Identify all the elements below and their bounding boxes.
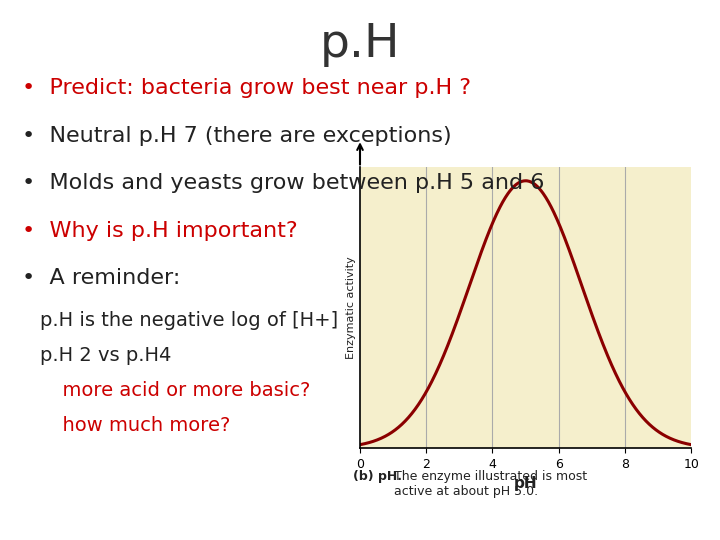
- Text: •  Why is p.H important?: • Why is p.H important?: [22, 221, 297, 241]
- Text: •  Predict: bacteria grow best near p.H ?: • Predict: bacteria grow best near p.H ?: [22, 78, 471, 98]
- Y-axis label: Enzymatic activity: Enzymatic activity: [346, 256, 356, 359]
- Text: p.H is the negative log of [H+]: p.H is the negative log of [H+]: [40, 310, 338, 329]
- Text: •  Molds and yeasts grow between p.H 5 and 6: • Molds and yeasts grow between p.H 5 an…: [22, 173, 544, 193]
- Text: p.H: p.H: [320, 22, 400, 66]
- Text: how much more?: how much more?: [50, 416, 231, 435]
- Text: •  Neutral p.H 7 (there are exceptions): • Neutral p.H 7 (there are exceptions): [22, 126, 451, 146]
- Text: more acid or more basic?: more acid or more basic?: [50, 381, 311, 400]
- Text: p.H 2 vs p.H4: p.H 2 vs p.H4: [40, 346, 171, 365]
- X-axis label: pH: pH: [514, 476, 537, 491]
- Text: •  A reminder:: • A reminder:: [22, 268, 180, 288]
- Text: The enzyme illustrated is most
active at about pH 5.0.: The enzyme illustrated is most active at…: [394, 470, 587, 498]
- Text: (b) pH.: (b) pH.: [353, 470, 402, 483]
